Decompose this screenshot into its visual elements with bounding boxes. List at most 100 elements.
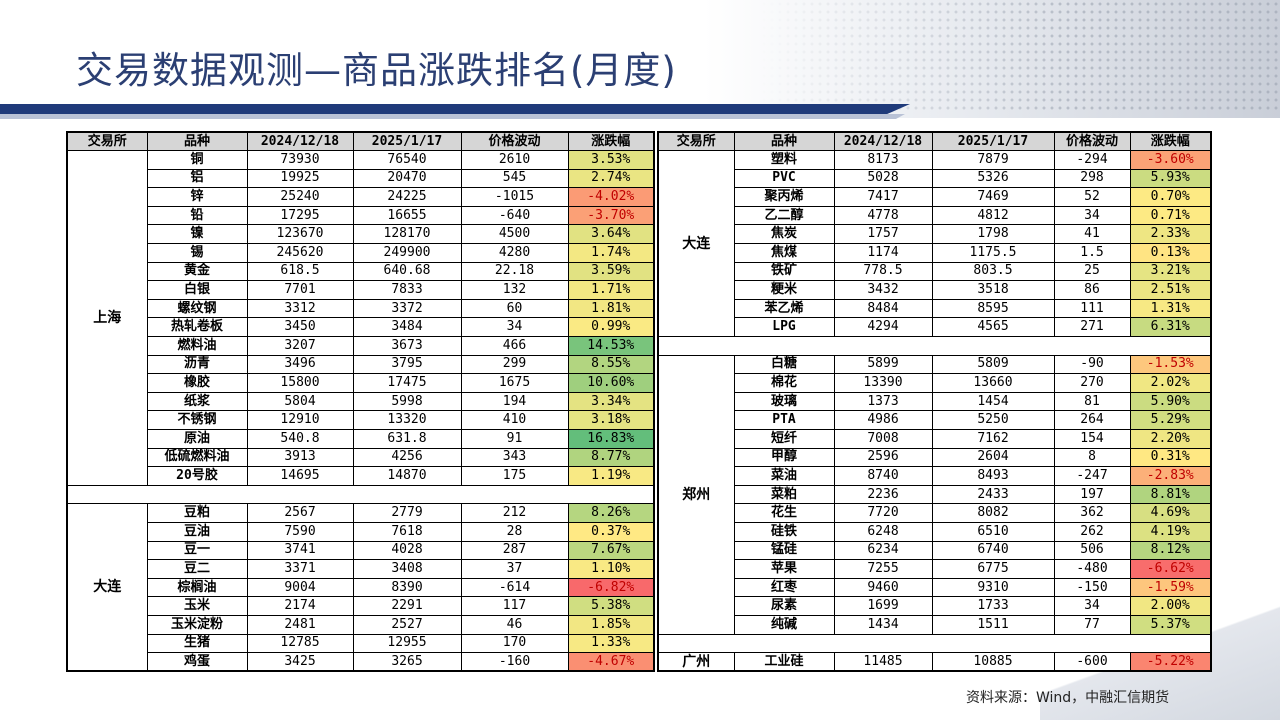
table-row: 棕榈油 9004 8390 -614 -6.82% xyxy=(67,577,655,598)
price-change-cell: 117 xyxy=(460,596,569,616)
product-cell: 棉花 xyxy=(733,373,835,393)
price-change-cell: 28 xyxy=(460,521,569,542)
end-price-cell: 3265 xyxy=(352,652,462,672)
start-price-cell: 9004 xyxy=(246,577,354,598)
separator-cell xyxy=(66,484,655,505)
header-pct-change: 涨跌幅 xyxy=(567,131,655,152)
end-price-cell: 3484 xyxy=(352,317,462,338)
product-cell: 白糖 xyxy=(733,354,835,375)
price-change-cell: 466 xyxy=(460,336,569,356)
pct-change-cell: 0.31% xyxy=(1129,447,1212,468)
table-row: 上海铜 73930 76540 2610 3.53% xyxy=(66,150,655,486)
price-change-cell: -160 xyxy=(460,652,569,672)
pct-change-cell: 3.53% xyxy=(567,150,655,170)
left-commodity-table: 交易所 品种 2024/12/18 2025/1/17 价格波动 涨跌幅 上海铜… xyxy=(66,131,655,673)
end-price-cell: 7162 xyxy=(931,429,1055,449)
product-cell: 豆油 xyxy=(146,521,248,542)
start-price-cell: 9460 xyxy=(833,577,933,598)
pct-change-cell: 8.77% xyxy=(567,447,655,468)
pct-change-cell: 6.31% xyxy=(1129,317,1212,338)
table-row: 铝 19925 20470 545 2.74% xyxy=(67,168,655,189)
table-row: 锡 245620 249900 4280 1.74% xyxy=(67,243,655,263)
start-price-cell: 7417 xyxy=(833,187,933,207)
pct-change-cell: 16.83% xyxy=(567,429,655,449)
start-price-cell: 778.5 xyxy=(833,261,933,282)
start-price-cell: 7720 xyxy=(833,503,933,523)
table-row: 乙二醇 4778 4812 34 0.71% xyxy=(658,205,1212,226)
price-change-cell: -90 xyxy=(1053,354,1131,375)
product-cell: 塑料 xyxy=(733,150,835,170)
pct-change-cell: -4.02% xyxy=(567,187,655,207)
price-change-cell: 270 xyxy=(1053,373,1131,393)
price-change-cell: 410 xyxy=(460,410,569,430)
price-change-cell: 506 xyxy=(1053,540,1131,561)
end-price-cell: 6740 xyxy=(931,540,1055,561)
pct-change-cell: -6.62% xyxy=(1129,559,1212,579)
pct-change-cell: 3.59% xyxy=(567,261,655,282)
price-change-cell: -480 xyxy=(1053,559,1131,579)
end-price-cell: 1454 xyxy=(931,391,1055,412)
product-cell: 豆粕 xyxy=(146,503,248,523)
pct-change-cell: 1.19% xyxy=(567,466,655,486)
product-cell: 生猪 xyxy=(146,633,248,654)
start-price-cell: 3450 xyxy=(246,317,354,338)
product-cell: 花生 xyxy=(733,503,835,523)
start-price-cell: 5804 xyxy=(246,391,354,412)
pct-change-cell: 1.85% xyxy=(567,614,655,635)
price-change-cell: -294 xyxy=(1053,150,1131,170)
product-cell: 锡 xyxy=(146,243,248,263)
start-price-cell: 1757 xyxy=(833,224,933,245)
price-change-cell: 212 xyxy=(460,503,569,523)
price-change-cell: 2610 xyxy=(460,150,569,170)
price-change-cell: 91 xyxy=(460,429,569,449)
end-price-cell: 5998 xyxy=(352,391,462,412)
table-row: 豆油 7590 7618 28 0.37% xyxy=(67,521,655,542)
table-row: 生猪 12785 12955 170 1.33% xyxy=(67,633,655,654)
separator-cell xyxy=(657,633,1212,654)
table-row: 粳米 3432 3518 86 2.51% xyxy=(658,280,1212,300)
product-cell: 铁矿 xyxy=(733,261,835,282)
table-row: 苯乙烯 8484 8595 111 1.31% xyxy=(658,298,1212,319)
pct-change-cell: 0.70% xyxy=(1129,187,1212,207)
pct-change-cell: 2.02% xyxy=(1129,373,1212,393)
end-price-cell: 4812 xyxy=(931,205,1055,226)
table-row: 锌 25240 24225 -1015 -4.02% xyxy=(67,187,655,207)
product-cell: LPG xyxy=(733,317,835,338)
product-cell: 豆一 xyxy=(146,540,248,561)
start-price-cell: 25240 xyxy=(246,187,354,207)
product-cell: 白银 xyxy=(146,280,248,300)
table-row: 玉米淀粉 2481 2527 46 1.85% xyxy=(67,614,655,635)
pct-change-cell: 8.55% xyxy=(567,354,655,375)
product-cell: 20号胶 xyxy=(146,466,248,486)
product-cell: 甲醇 xyxy=(733,447,835,468)
start-price-cell: 12785 xyxy=(246,633,354,654)
start-price-cell: 2481 xyxy=(246,614,354,635)
end-price-cell: 10885 xyxy=(931,652,1055,672)
table-row: 白银 7701 7833 132 1.71% xyxy=(67,280,655,300)
price-change-cell: 154 xyxy=(1053,429,1131,449)
start-price-cell: 73930 xyxy=(246,150,354,170)
price-change-cell: 111 xyxy=(1053,298,1131,319)
pct-change-cell: 10.60% xyxy=(567,373,655,393)
header-exchange: 交易所 xyxy=(66,131,148,152)
source-note: 资料来源：Wind，中融汇信期货 xyxy=(966,690,1170,706)
end-price-cell: 2527 xyxy=(352,614,462,635)
product-cell: 低硫燃料油 xyxy=(146,447,248,468)
pct-change-cell: -1.53% xyxy=(1129,354,1212,375)
product-cell: PVC xyxy=(733,168,835,189)
pct-change-cell: 0.71% xyxy=(1129,205,1212,226)
price-change-cell: 545 xyxy=(460,168,569,189)
start-price-cell: 4986 xyxy=(833,410,933,430)
table-row: 豆一 3741 4028 287 7.67% xyxy=(67,540,655,561)
header-product: 品种 xyxy=(733,131,835,152)
table-row: 原油 540.8 631.8 91 16.83% xyxy=(67,429,655,449)
product-cell: 聚丙烯 xyxy=(733,187,835,207)
product-cell: 鸡蛋 xyxy=(146,652,248,672)
pct-change-cell: 5.93% xyxy=(1129,168,1212,189)
end-price-cell: 8390 xyxy=(352,577,462,598)
end-price-cell: 7469 xyxy=(931,187,1055,207)
exchange-cell: 大连 xyxy=(66,503,148,672)
product-cell: 纸浆 xyxy=(146,391,248,412)
end-price-cell: 803.5 xyxy=(931,261,1055,282)
pct-change-cell: 14.53% xyxy=(567,336,655,356)
